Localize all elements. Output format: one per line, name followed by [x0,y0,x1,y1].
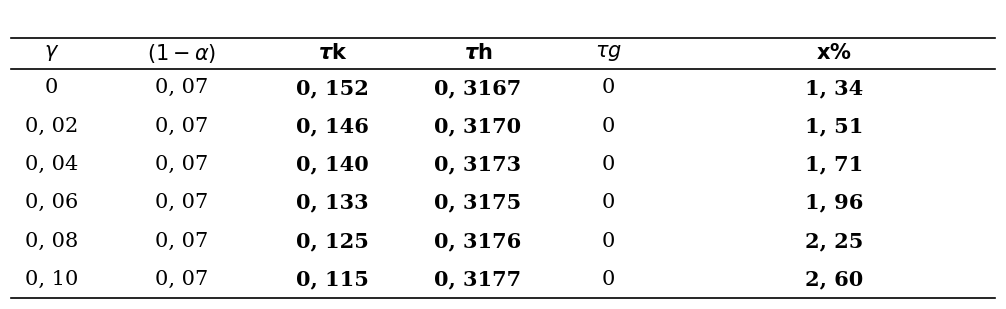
Text: 0, 07: 0, 07 [155,117,208,136]
Text: 1, 51: 1, 51 [805,116,863,136]
Text: 0, 3176: 0, 3176 [435,231,521,251]
Text: $\tau g$: $\tau g$ [595,44,622,63]
Text: 0, 152: 0, 152 [296,78,369,98]
Text: 0, 06: 0, 06 [25,193,78,212]
Text: 0, 133: 0, 133 [296,193,369,213]
Text: 0, 3175: 0, 3175 [435,193,521,213]
Text: 0, 3170: 0, 3170 [435,116,521,136]
Text: 0, 07: 0, 07 [155,78,208,97]
Text: 0: 0 [602,155,615,174]
Text: 0: 0 [602,78,615,97]
Text: $\boldsymbol{\tau}\mathbf{h}$: $\boldsymbol{\tau}\mathbf{h}$ [464,44,492,63]
Text: 0: 0 [602,117,615,136]
Text: 0, 04: 0, 04 [25,155,78,174]
Text: 1, 34: 1, 34 [805,78,863,98]
Text: 0: 0 [602,193,615,212]
Text: 0, 115: 0, 115 [296,269,369,289]
Text: 0, 146: 0, 146 [296,116,369,136]
Text: 2, 60: 2, 60 [805,269,863,289]
Text: $\gamma$: $\gamma$ [44,44,59,63]
Text: 0, 3167: 0, 3167 [435,78,521,98]
Text: 0, 10: 0, 10 [25,270,78,289]
Text: 0, 02: 0, 02 [25,117,78,136]
Text: 0, 08: 0, 08 [25,231,78,251]
Text: $\boldsymbol{\tau}\mathbf{k}$: $\boldsymbol{\tau}\mathbf{k}$ [318,44,347,63]
Text: 0: 0 [602,231,615,251]
Text: 0, 07: 0, 07 [155,155,208,174]
Text: 0: 0 [602,270,615,289]
Text: 0, 3173: 0, 3173 [435,154,521,175]
Text: 1, 96: 1, 96 [805,193,863,213]
Text: 0, 07: 0, 07 [155,231,208,251]
Text: 0, 3177: 0, 3177 [435,269,521,289]
Text: 0, 07: 0, 07 [155,270,208,289]
Text: $\mathbf{x\%}$: $\mathbf{x\%}$ [816,44,852,63]
Text: 0, 140: 0, 140 [296,154,369,175]
Text: $(1-\alpha)$: $(1-\alpha)$ [148,42,216,65]
Text: 0, 125: 0, 125 [296,231,369,251]
Text: 1, 71: 1, 71 [805,154,863,175]
Text: 0, 07: 0, 07 [155,193,208,212]
Text: 0: 0 [45,78,58,97]
Text: 2, 25: 2, 25 [805,231,863,251]
